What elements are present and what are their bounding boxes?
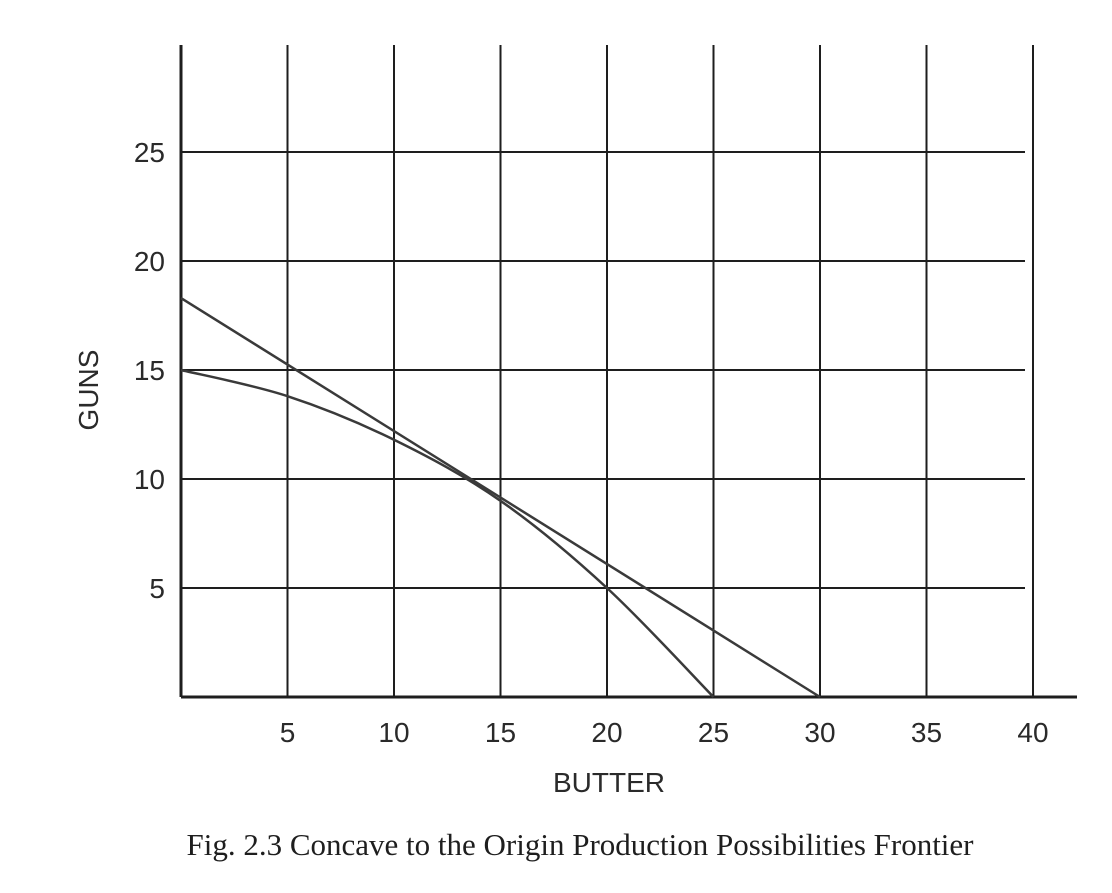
y-tick-label: 15 — [134, 355, 165, 386]
x-tick-label: 15 — [485, 717, 516, 748]
x-tick-label: 35 — [911, 717, 942, 748]
x-tick-labels: 5 10 15 20 25 30 35 40 — [280, 717, 1049, 748]
y-tick-labels: 5 10 15 20 25 — [134, 137, 165, 604]
linear-ppf-line — [180, 296, 821, 699]
x-tick-label: 10 — [378, 717, 409, 748]
ppf-curves — [180, 296, 821, 699]
y-tick-label: 25 — [134, 137, 165, 168]
figure-caption: Fig. 2.3 Concave to the Origin Productio… — [186, 827, 974, 862]
x-tick-label: 40 — [1017, 717, 1048, 748]
y-axis-title: GUNS — [73, 350, 104, 431]
y-tick-label: 20 — [134, 246, 165, 277]
x-tick-label: 20 — [591, 717, 622, 748]
x-tick-label: 25 — [698, 717, 729, 748]
gridlines — [181, 45, 1034, 697]
y-tick-label: 10 — [134, 464, 165, 495]
y-tick-label: 5 — [149, 573, 165, 604]
x-axis-title: BUTTER — [553, 767, 665, 798]
concave-ppf-curve — [180, 368, 715, 698]
x-tick-label: 5 — [280, 717, 296, 748]
x-tick-label: 30 — [804, 717, 835, 748]
